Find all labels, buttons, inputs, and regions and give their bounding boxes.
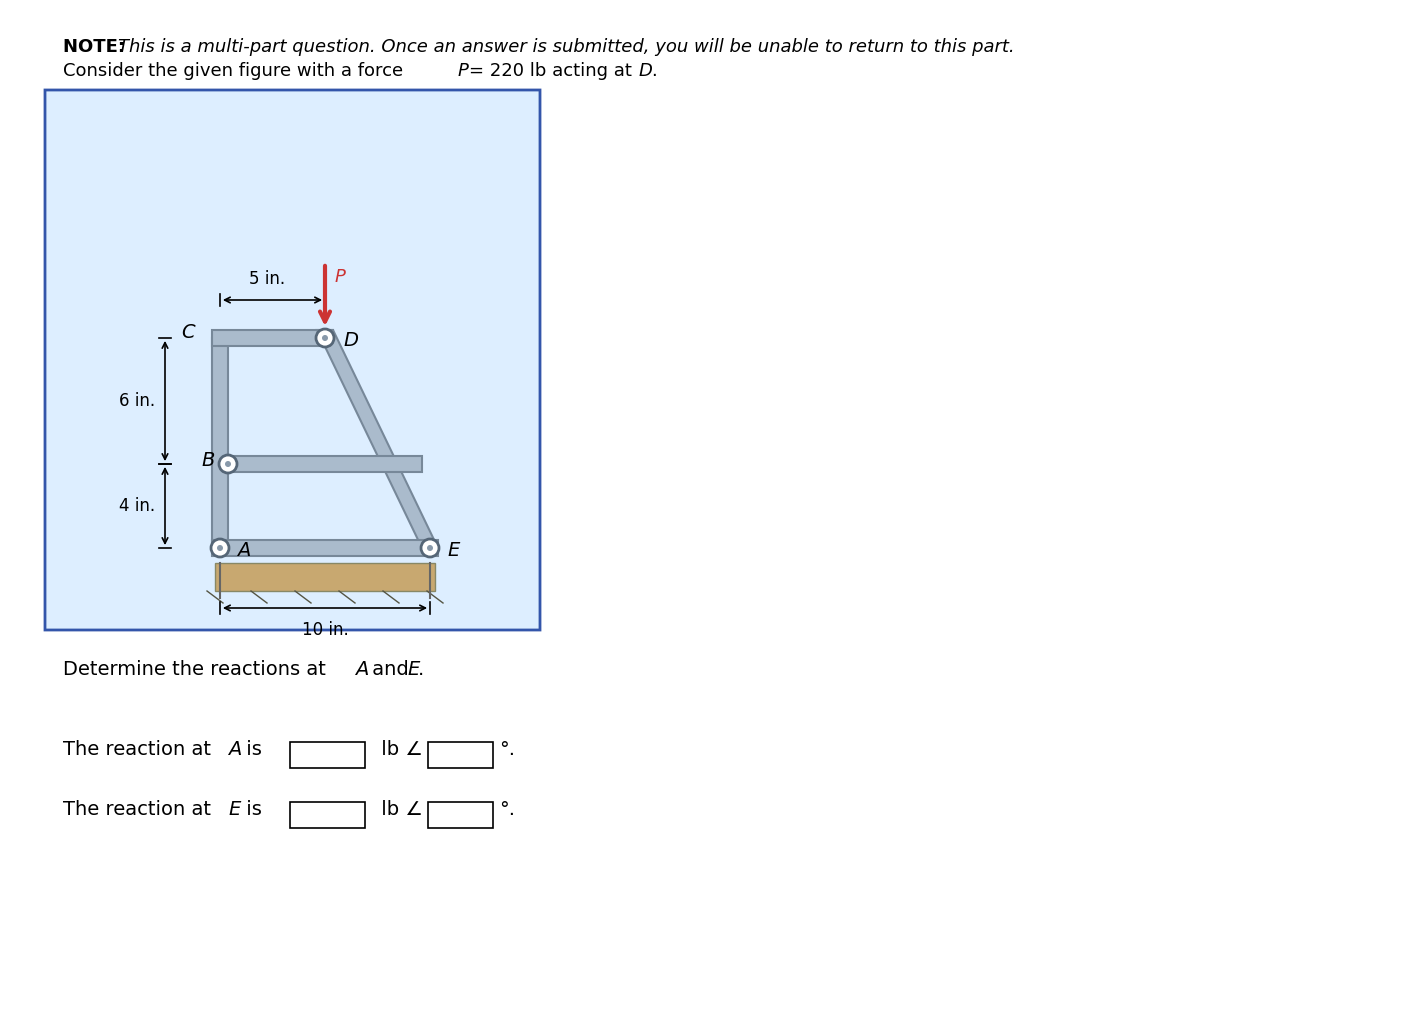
Text: °.: °. [498,740,516,759]
Polygon shape [228,456,423,472]
Text: D: D [638,62,653,80]
Polygon shape [211,539,438,556]
Text: The reaction at: The reaction at [63,740,217,759]
Text: 4 in.: 4 in. [119,497,156,515]
Text: The reaction at: The reaction at [63,800,217,819]
Circle shape [321,335,328,341]
Text: P: P [458,62,468,80]
Text: °.: °. [498,800,516,819]
Text: lb ∠: lb ∠ [376,740,423,759]
Text: is: is [240,800,261,819]
Text: 10 in.: 10 in. [301,621,348,639]
Text: E: E [447,541,460,560]
Text: lb ∠: lb ∠ [376,800,423,819]
Polygon shape [317,330,438,548]
Circle shape [421,539,438,557]
Text: D: D [343,330,358,350]
Text: = 220 lb acting at: = 220 lb acting at [468,62,638,80]
Text: A: A [237,541,250,560]
Text: Consider the given figure with a force: Consider the given figure with a force [63,62,408,80]
Text: A: A [228,740,241,759]
Circle shape [226,461,231,467]
Circle shape [218,455,237,473]
Circle shape [217,545,223,551]
Circle shape [427,545,433,551]
Text: 6 in.: 6 in. [119,392,156,410]
Text: A: A [356,660,368,679]
Polygon shape [211,338,228,548]
FancyBboxPatch shape [46,90,540,630]
Text: E: E [407,660,420,679]
Text: E: E [228,800,240,819]
Polygon shape [211,330,333,346]
FancyBboxPatch shape [428,742,493,768]
Text: and: and [366,660,416,679]
Text: P: P [336,268,346,285]
Text: C: C [181,323,196,342]
Text: .: . [651,62,657,80]
FancyBboxPatch shape [290,802,366,828]
Text: 5 in.: 5 in. [250,270,286,288]
Text: This is a multi-part question. Once an answer is submitted, you will be unable t: This is a multi-part question. Once an a… [119,38,1015,56]
FancyBboxPatch shape [290,742,366,768]
Text: Determine the reactions at: Determine the reactions at [63,660,333,679]
Circle shape [211,539,228,557]
Bar [216,563,436,591]
Text: is: is [240,740,261,759]
Circle shape [316,329,334,347]
Text: .: . [418,660,424,679]
Text: B: B [201,451,216,470]
Text: NOTE:: NOTE: [63,38,131,56]
FancyBboxPatch shape [428,802,493,828]
